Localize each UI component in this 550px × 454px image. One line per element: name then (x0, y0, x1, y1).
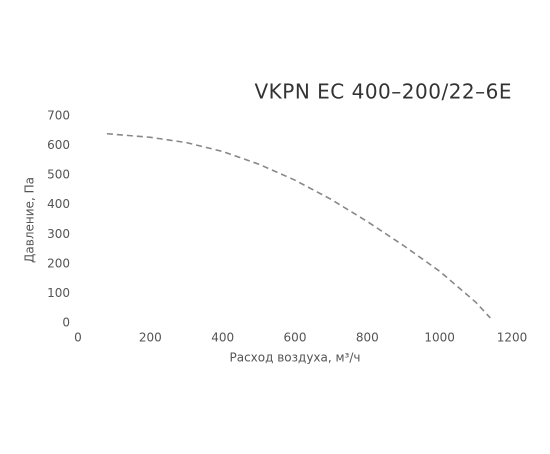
x-tick-label: 1000 (424, 331, 455, 345)
y-tick-label: 600 (47, 138, 70, 152)
y-tick-label: 300 (47, 227, 70, 241)
x-tick-label: 200 (139, 331, 162, 345)
chart-title: VKPN EC 400–200/22–6E (254, 80, 512, 104)
x-axis-label: Расход воздуха, м³/ч (229, 351, 360, 365)
x-tick-label: 1200 (497, 331, 528, 345)
x-tick-label: 0 (74, 331, 82, 345)
x-tick-label: 800 (356, 331, 379, 345)
y-tick-label: 400 (47, 197, 70, 211)
y-tick-label: 100 (47, 286, 70, 300)
x-tick-label: 400 (211, 331, 234, 345)
y-tick-label: 200 (47, 256, 70, 270)
y-axis-label: Давление, Па (23, 177, 37, 263)
y-tick-label: 0 (62, 316, 70, 330)
y-tick-label: 700 (47, 109, 70, 123)
x-tick-label: 600 (284, 331, 307, 345)
y-tick-label: 500 (47, 168, 70, 182)
data-line (106, 132, 491, 319)
